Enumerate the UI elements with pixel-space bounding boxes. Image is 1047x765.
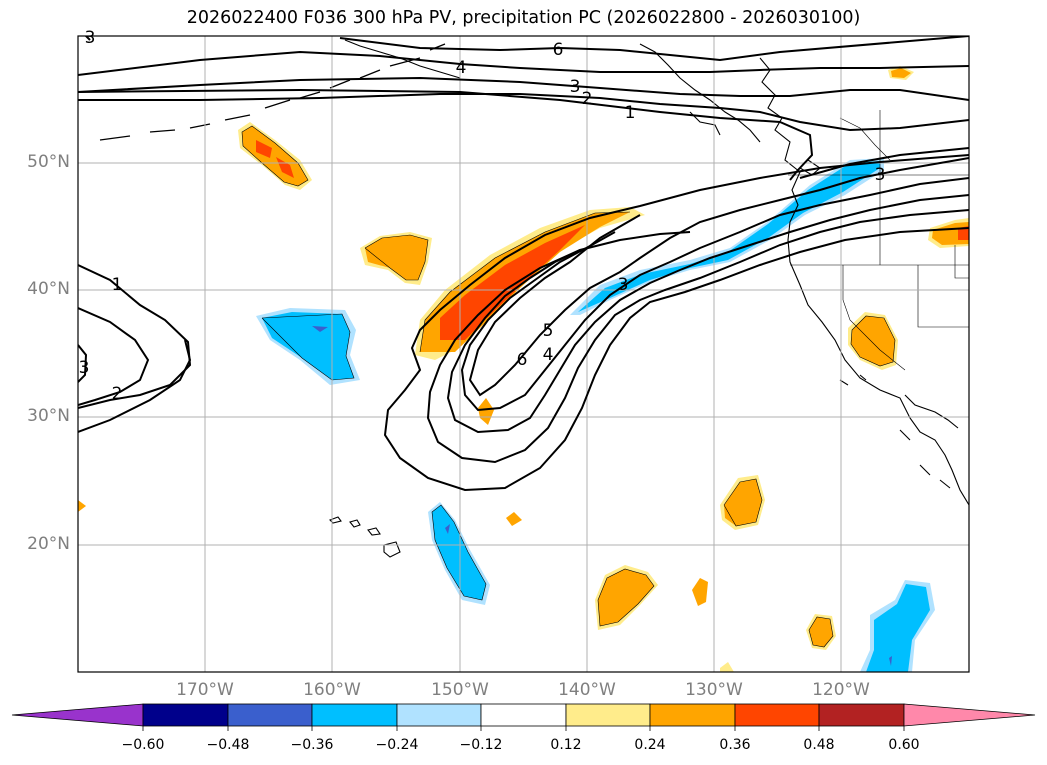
lat-label: 30°N <box>27 406 70 426</box>
pv-contour-jet-2 <box>460 177 969 412</box>
pv-contour-outer <box>383 154 969 492</box>
colorbar-swatch <box>142 703 229 727</box>
colorbar-ticks <box>142 726 905 731</box>
hawaii-islands <box>329 516 401 558</box>
colorbar-tick-label: 0.24 <box>634 737 666 753</box>
contour-label: 1 <box>112 275 123 295</box>
lat-label: 40°N <box>27 279 70 299</box>
colorbar-tick-label: −0.60 <box>121 737 165 753</box>
contour-label: 3 <box>79 358 90 378</box>
contour-label: 2 <box>582 89 593 109</box>
lon-label: 170°W <box>176 680 234 700</box>
pv-contour-west-1 <box>78 264 192 409</box>
coastlines <box>99 39 969 558</box>
anomaly-neg-southeast <box>866 584 930 672</box>
lat-label: 20°N <box>27 534 70 554</box>
anomaly-mid-left <box>365 235 428 280</box>
lon-label: 140°W <box>558 680 616 700</box>
colorbar-tick-label: −0.12 <box>459 737 503 753</box>
colorbar-tick-label: 0.48 <box>803 737 835 753</box>
colorbar-tick-label: −0.36 <box>290 737 334 753</box>
contour-label: 6 <box>553 40 564 60</box>
pv-contour-jet-1 <box>446 194 969 434</box>
lon-label: 160°W <box>303 680 361 700</box>
pv-contour-2-north <box>78 93 969 132</box>
colorbar-swatch <box>818 703 905 727</box>
colorbar-swatch <box>311 703 398 727</box>
pv-contour-4-north <box>78 50 969 76</box>
anomaly-main-core <box>440 225 585 340</box>
map-title: 2026022400 F036 300 hPa PV, precipitatio… <box>186 8 861 28</box>
anomaly-south-center <box>724 479 762 526</box>
colorbar-tick-label: −0.24 <box>375 737 419 753</box>
anomaly-neg-jet <box>578 161 880 312</box>
colorbar-swatch <box>565 703 651 727</box>
colorbar-tick-label: 0.36 <box>719 737 751 753</box>
contour-label: 2 <box>112 384 123 404</box>
contour-label: 4 <box>456 58 467 78</box>
contour-label: 1 <box>625 103 636 123</box>
colorbar-extend-max <box>903 703 1036 727</box>
contour-label: 3 <box>85 28 96 48</box>
pv-contour-west-2 <box>78 307 150 406</box>
lat-label: 50°N <box>27 152 70 172</box>
negative-anomaly-shading <box>256 158 935 672</box>
pv-contour-labels: 6 4 3 2 1 1 2 3 3 5 4 6 3 3 <box>79 28 886 404</box>
map-frame <box>77 35 970 673</box>
north-america-coast <box>759 57 969 506</box>
pv-contour-1-north <box>78 88 814 181</box>
pv-contour-west-3 <box>78 339 192 433</box>
contour-label: 4 <box>543 345 554 365</box>
contour-label: 3 <box>875 165 886 185</box>
colorbar-tick-label: 0.12 <box>550 737 582 753</box>
aleutian-islands <box>99 43 446 141</box>
anomaly-south-left <box>598 569 654 626</box>
colorbar-swatch <box>396 703 482 727</box>
colorbar-swatch <box>649 703 736 727</box>
pv-contour-6-north <box>339 36 969 62</box>
contour-label: 3 <box>570 77 581 97</box>
lon-label: 130°W <box>685 680 743 700</box>
colorbar-tick-label: −0.48 <box>206 737 250 753</box>
pv-contour-jet-3 <box>468 157 969 397</box>
pv-contour-3-north <box>78 76 969 101</box>
pv-contours <box>78 36 969 492</box>
colorbar-tick-label: 0.60 <box>888 737 920 753</box>
contour-label: 6 <box>517 350 528 370</box>
colorbar <box>11 703 1036 731</box>
lon-label: 120°W <box>812 680 870 700</box>
lon-label: 150°W <box>431 680 489 700</box>
colorbar-extend-min <box>11 703 144 727</box>
anomaly-neg-central-pacific <box>262 312 354 380</box>
colorbar-swatch <box>227 703 313 727</box>
contour-label: 3 <box>618 275 629 295</box>
anomaly-outline-contours <box>241 125 896 648</box>
pv-contour-jet-0 <box>426 209 969 464</box>
contour-label: 5 <box>543 321 554 341</box>
colorbar-swatch <box>480 703 567 727</box>
colorbar-swatch <box>734 703 820 727</box>
